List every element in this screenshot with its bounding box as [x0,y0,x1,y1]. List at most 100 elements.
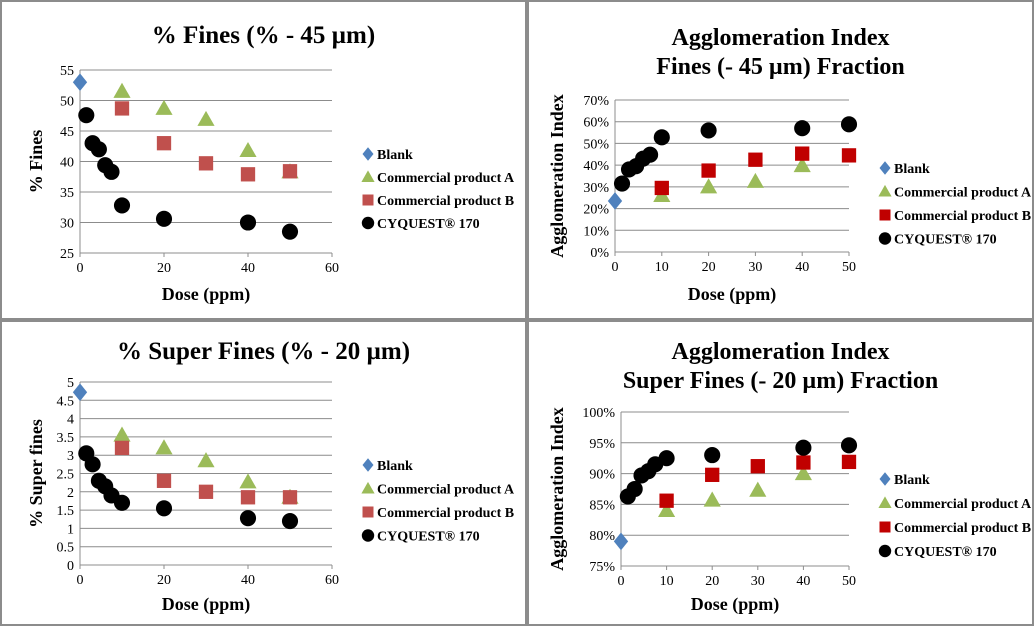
x-tick-label: 20 [157,573,171,588]
legend-marker [361,529,375,542]
legend-label: Commercial product A [894,186,1032,201]
chart-svg: 0 0.5 1 1.5 2 2.5 3 3.5 4 4.5 5 0 20 40 60 Dose (ppm) % … [26,376,515,615]
y-tick-label: 40% [583,159,609,174]
chart-title-line: Agglomeration Index [671,25,890,51]
legend-label: Blank [894,473,930,488]
data-point [114,440,130,456]
y-tick-label: 3.5 [57,431,75,446]
legend-label: Blank [894,162,930,177]
y-tick-label: 80% [589,529,615,544]
legend-label: Commercial product A [377,171,515,186]
x-tick-label: 30 [751,574,765,589]
data-point [626,480,643,498]
data-point [155,500,173,517]
legend-marker [878,544,892,558]
data-point [794,465,812,481]
chart-title-line: Super Fines (- 20 µm) Fraction [622,368,939,394]
y-tick-label: 55 [60,64,74,79]
data-point [198,156,214,171]
data-point [659,493,674,508]
data-point [198,484,214,499]
data-point [642,146,659,163]
data-point [794,120,811,137]
data-point [156,136,172,151]
data-point [78,107,95,124]
y-tick-label: 45 [60,125,74,140]
y-tick-label: 5 [67,376,74,391]
y-tick-label: 0.5 [57,541,75,556]
x-tick-label: 0 [618,574,625,589]
legend-label: CYQUEST® 170 [894,545,997,560]
chart-panel-fines: % Fines (% - 45 µm) 25 30 35 40 45 50 55 0 20 40 6… [0,0,527,320]
data-point [84,456,101,473]
x-tick-label: 50 [842,574,856,589]
data-point [746,172,764,188]
data-point [705,467,720,482]
y-tick-label: 3 [67,449,74,464]
y-tick-label: 0% [590,246,609,261]
y-tick-label: 75% [589,560,615,575]
y-tick-label: 90% [589,468,615,483]
y-axis-label: Agglomeration Index [547,94,567,258]
data-point [704,447,721,464]
y-tick-label: 70% [583,94,609,109]
x-tick-label: 40 [795,260,809,275]
x-tick-label: 0 [612,260,619,275]
legend-marker [879,209,891,221]
legend-label: CYQUEST® 170 [377,217,480,232]
legend-marker [878,232,892,245]
legend-marker [879,521,891,533]
data-point [156,473,172,488]
data-point [841,148,857,163]
legend-marker [361,216,375,230]
data-point [658,501,676,518]
y-tick-label: 85% [589,498,615,513]
legend-marker [878,496,892,508]
y-tick-label: 60% [583,116,609,131]
data-point [239,510,257,527]
data-point [749,481,767,497]
data-point [282,164,298,179]
x-tick-label: 10 [660,574,674,589]
y-tick-label: 4 [67,413,74,428]
x-tick-label: 50 [842,260,856,275]
y-tick-label: 30 [60,217,74,232]
legend-label: Blank [377,148,413,163]
data-point [748,152,763,167]
x-axis-label: Dose (ppm) [691,594,780,615]
data-point [607,192,623,210]
x-tick-label: 0 [77,261,84,276]
legend-marker [878,184,892,197]
legend-label: CYQUEST® 170 [894,233,997,248]
y-tick-label: 2 [67,486,74,501]
legend-marker [362,194,374,206]
chart-title-line: Fines (- 45 µm) Fraction [656,54,905,80]
y-tick-label: 100% [582,406,615,421]
x-axis-label: Dose (ppm) [162,284,251,305]
data-point [701,163,716,178]
y-tick-label: 40 [60,156,74,171]
legend-label: Commercial product B [894,209,1031,224]
data-point [700,122,717,139]
data-point [114,101,130,116]
data-point [197,110,215,126]
data-point [239,141,257,158]
y-axis-label: % Super fines [26,419,46,528]
legend-label: Commercial product B [377,194,514,209]
chart-svg: 25 30 35 40 45 50 55 0 20 40 60 Dose (ppm) % Fines Bl… [26,64,515,305]
data-point [281,513,299,530]
chart-svg: 0% 10% 20% 30% 40% 50% 60% 70% 0 10 20 30 40 50 Dose (… [547,94,1032,305]
chart-title: Agglomeration Index Fines (- 45 µm) Frac… [529,24,1032,82]
data-point [795,146,810,161]
y-tick-label: 4.5 [57,394,75,409]
chart-panel-agglomeration-super-fines: Agglomeration Index Super Fines (- 20 µm… [527,320,1034,626]
data-point [658,450,675,467]
x-tick-label: 20 [702,260,716,275]
y-tick-label: 1.5 [57,504,75,519]
y-tick-label: 50% [583,137,609,152]
x-tick-label: 40 [796,574,810,589]
data-point [653,129,670,146]
data-point [72,73,88,92]
chart-svg: 75% 80% 85% 90% 95% 100% 0 10 20 30 40 50 Dose (ppm)… [547,406,1032,615]
legend-label: Blank [377,459,413,474]
